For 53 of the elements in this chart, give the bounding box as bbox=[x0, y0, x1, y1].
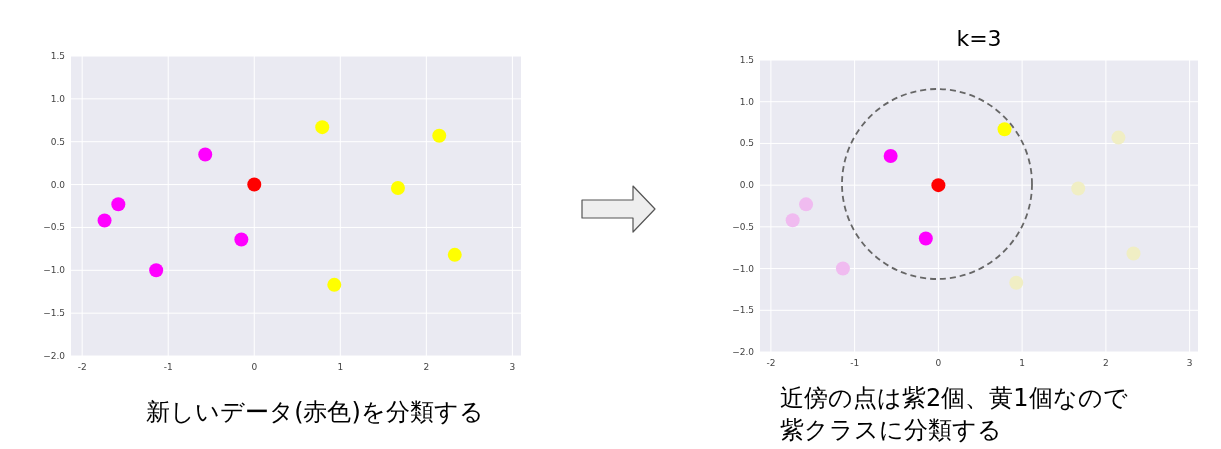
point bbox=[327, 277, 342, 292]
point bbox=[97, 213, 112, 228]
x-tick-label: -2 bbox=[77, 362, 87, 372]
point bbox=[931, 178, 946, 193]
x-tick-label: 0 bbox=[935, 358, 942, 368]
point bbox=[234, 232, 249, 247]
x-tick-label: 3 bbox=[1186, 358, 1193, 368]
point bbox=[799, 197, 814, 212]
y-tick-label: 1.0 bbox=[739, 96, 755, 107]
x-tick-label: -1 bbox=[163, 362, 173, 372]
x-tick-label: 1 bbox=[1019, 358, 1025, 368]
point bbox=[390, 181, 405, 195]
point bbox=[1009, 275, 1024, 290]
chart-title: k=3 bbox=[956, 26, 1002, 51]
y-tick-label: 0.0 bbox=[739, 180, 755, 191]
point bbox=[918, 231, 933, 246]
x-tick-label: 2 bbox=[1103, 358, 1109, 368]
x-tick-label: 2 bbox=[423, 362, 430, 372]
point bbox=[432, 128, 447, 143]
point bbox=[149, 263, 164, 278]
point bbox=[247, 177, 262, 192]
x-tick-label: 1 bbox=[337, 362, 344, 372]
y-tick-label: 1.5 bbox=[50, 51, 65, 61]
y-tick-label: −1.5 bbox=[43, 308, 65, 319]
x-tick-label: 3 bbox=[509, 362, 516, 372]
y-tick-label: −2.0 bbox=[43, 351, 66, 361]
point bbox=[111, 197, 126, 212]
point bbox=[315, 120, 330, 135]
point bbox=[447, 247, 462, 262]
point bbox=[1111, 130, 1126, 145]
x-tick-label: -1 bbox=[850, 358, 860, 368]
text: 新しいデータ(赤色)を分類する bbox=[146, 398, 484, 426]
point bbox=[997, 122, 1012, 137]
point bbox=[198, 147, 213, 162]
y-tick-label: −2.0 bbox=[732, 347, 755, 357]
x-tick-label: -2 bbox=[766, 358, 776, 368]
x-tick-label: 0 bbox=[251, 362, 258, 372]
point bbox=[1126, 246, 1141, 261]
y-tick-label: −0.5 bbox=[43, 222, 65, 233]
y-tick-label: −1.5 bbox=[732, 305, 754, 316]
y-tick-label: 1.0 bbox=[50, 93, 66, 104]
y-tick-label: −1.0 bbox=[732, 263, 755, 274]
y-tick-label: 0.5 bbox=[739, 138, 754, 149]
point bbox=[835, 261, 850, 276]
y-tick-label: −0.5 bbox=[732, 221, 754, 232]
y-tick-label: −1.0 bbox=[43, 265, 66, 276]
y-tick-label: 1.5 bbox=[739, 55, 754, 65]
y-tick-label: 0.0 bbox=[50, 179, 66, 190]
point bbox=[1071, 181, 1086, 196]
point bbox=[883, 148, 898, 163]
point bbox=[785, 213, 800, 228]
y-tick-label: 0.5 bbox=[50, 136, 65, 147]
text: 近傍の点は紫2個、黄1個なので紫クラスに分類する bbox=[780, 384, 1128, 444]
